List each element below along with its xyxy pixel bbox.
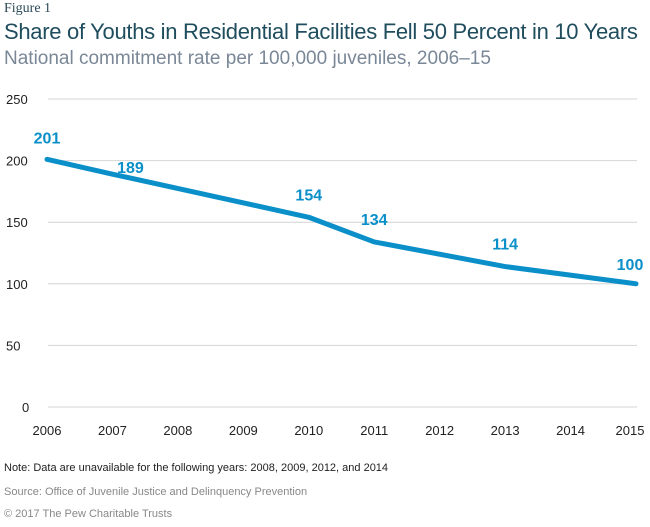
x-tick-label: 2006 [33,423,62,438]
x-tick-label: 2012 [425,423,454,438]
x-tick-label: 2015 [616,423,645,438]
y-tick-label: 100 [6,277,28,292]
y-tick-label: 0 [22,400,29,415]
data-label: 100 [617,257,644,274]
y-tick-label: 150 [6,215,28,230]
x-tick-label: 2007 [98,423,127,438]
x-tick-label: 2008 [163,423,192,438]
data-label: 201 [34,130,61,147]
x-tick-label: 2009 [229,423,258,438]
y-tick-label: 200 [6,154,28,169]
note: Note: Data are unavailable for the follo… [4,462,389,474]
y-tick-label: 50 [6,338,20,353]
chart-title: Share of Youths in Residential Facilitie… [4,19,638,44]
data-label: 189 [117,160,144,177]
data-label: 154 [295,187,322,204]
data-label: 134 [361,212,388,229]
x-tick-label: 2014 [556,423,585,438]
copyright: © 2017 The Pew Charitable Trusts [4,508,173,520]
source: Source: Office of Juvenile Justice and D… [4,486,308,498]
x-tick-label: 2010 [294,423,323,438]
data-label: 114 [492,237,518,254]
y-tick-label: 250 [6,92,28,107]
x-tick-label: 2011 [360,423,388,438]
x-tick-label: 2013 [491,423,520,438]
figure-label: Figure 1 [4,1,52,16]
chart-subtitle: National commitment rate per 100,000 juv… [4,48,491,69]
series-line [44,156,639,287]
